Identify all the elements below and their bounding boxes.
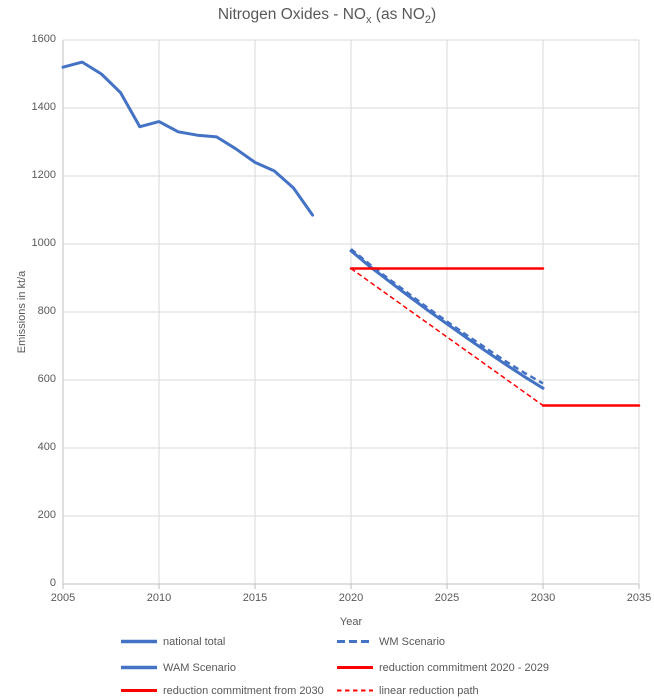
chart-title: Nitrogen Oxides - NOx (as NO2) [0,6,654,26]
legend-line-wm-scenario [337,640,373,643]
legend-line-national-total [121,639,157,644]
x-tick-label-2020: 2020 [338,592,364,604]
legend-item-linear-reduction-path: linear reduction path [336,683,479,698]
y-tick-label-1000: 1000 [31,237,56,249]
legend-item-national-total: national total [120,634,225,649]
legend-label-reduction-commitment-2020-2029: reduction commitment 2020 - 2029 [379,661,549,674]
chart-title-subscript-2: 2 [424,14,432,27]
legend-item-reduction-commitment-from-2030: reduction commitment from 2030 [120,683,324,698]
y-tick-label-600: 600 [37,373,56,385]
legend-label-national-total: national total [163,635,226,648]
legend-label-wm-scenario: WM Scenario [379,635,446,648]
legend-item-wam-scenario: WAM Scenario [120,660,236,675]
y-tick-label-200: 200 [37,509,56,521]
legend-label-reduction-commitment-from-2030: reduction commitment from 2030 [163,684,324,697]
legend-item-wm-scenario: WM Scenario [336,634,445,649]
x-tick-label-2030: 2030 [530,592,556,604]
series-linear-reduction-path [350,267,544,407]
legend-line-linear-reduction-path [337,689,373,692]
y-tick-label-800: 800 [37,305,56,317]
series-wam-scenario [349,249,545,390]
legend-line-reduction-commitment-2020-2029 [337,666,373,669]
legend-line-wam-scenario [121,665,157,670]
x-tick-label-2015: 2015 [242,592,268,604]
chart-title-text-3: ) [431,6,437,23]
x-tick-label-2005: 2005 [50,592,76,604]
chart-title-subscript-x: x [365,14,372,27]
chart-title-text: Nitrogen Oxides - NO [217,6,366,23]
y-tick-label-400: 400 [37,441,56,453]
x-axis-title: Year [339,616,363,628]
x-tick-label-2025: 2025 [434,592,460,604]
y-tick-label-1200: 1200 [31,169,56,181]
chart-title-text-2: (as NO [371,6,425,23]
legend-label-linear-reduction-path: linear reduction path [379,684,479,697]
x-tick-label-2010: 2010 [146,592,172,604]
x-tick-label-2035: 2035 [626,592,652,604]
legend-item-reduction-commitment-2020-2029: reduction commitment 2020 - 2029 [336,660,549,675]
legend-line-reduction-commitment-from-2030 [121,689,157,692]
y-tick-label-0: 0 [49,577,56,589]
series-national-total [61,60,315,217]
y-tick-label-1600: 1600 [31,33,56,45]
series-wm-scenario [350,248,544,385]
plot-area [61,39,641,589]
legend-label-wam-scenario: WAM Scenario [163,661,236,674]
y-tick-label-1400: 1400 [31,101,56,113]
